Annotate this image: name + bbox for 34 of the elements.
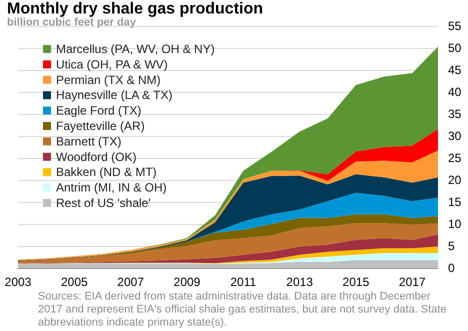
legend-label: Utica (OH, PA & WV) — [56, 57, 168, 72]
y-tick-label: 45 — [448, 63, 462, 77]
legend-label: Woodford (OK) — [56, 150, 136, 164]
legend-label: Antrim (MI, IN & OH) — [56, 180, 167, 195]
y-tick-label: 20 — [448, 173, 462, 187]
legend-label: Bakken (ND & MT) — [56, 165, 157, 180]
y-tick-label: 30 — [448, 129, 462, 143]
x-tick-label: 2007 — [117, 275, 144, 289]
y-tick-label: 25 — [448, 151, 462, 165]
x-tick-label: 2005 — [61, 275, 88, 289]
y-tick-label: 50 — [448, 41, 462, 55]
source-note: Sources: EIA derived from state administrative data. Data are through December 2017 and represent EIA's official shale gas estimates, but are not survey data. State abbreviations indicate primary state(s). — [38, 290, 450, 328]
x-tick-label: 2017 — [398, 275, 426, 289]
legend-label: Eagle Ford (TX) — [56, 104, 142, 118]
y-tick-label: 15 — [448, 195, 462, 209]
legend-label: Haynesville (LA & TX) — [56, 88, 172, 102]
x-tick-label: 2013 — [286, 275, 314, 289]
legend-label: Rest of US 'shale' — [56, 196, 151, 210]
x-tick-label: 2011 — [230, 275, 256, 289]
y-tick-label: 5 — [448, 239, 455, 253]
x-tick-label: 2009 — [174, 275, 201, 289]
chart-title: Monthly dry shale gas production — [7, 0, 264, 18]
legend-label: Barnett (TX) — [56, 134, 122, 148]
x-tick-label: 2003 — [4, 275, 32, 289]
y-tick-label: 40 — [448, 85, 462, 99]
legend-label: Fayetteville (AR) — [56, 119, 145, 133]
y-tick-label: 55 — [448, 19, 462, 33]
y-tick-label: 10 — [448, 217, 462, 231]
legend-label: Permian (TX & NM) — [56, 72, 161, 87]
x-tick-label: 2015 — [342, 275, 370, 289]
legend-label: Marcellus (PA, WV, OH & NY) — [56, 42, 215, 56]
y-tick-label: 0 — [448, 261, 455, 275]
y-tick-label: 35 — [448, 107, 462, 121]
chart-subtitle: billion cubic feet per day — [7, 16, 137, 28]
